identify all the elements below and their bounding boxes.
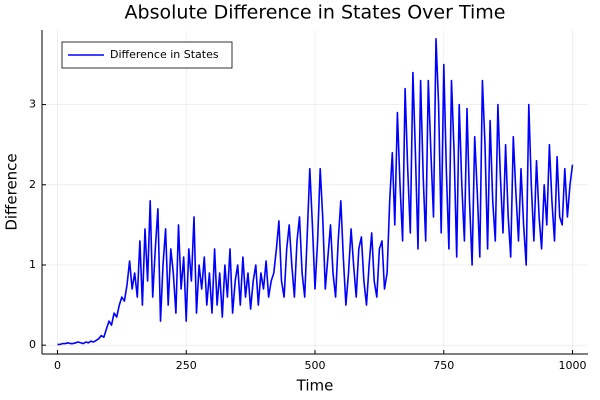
y-tick-label: 1	[29, 258, 36, 271]
y-tick-label: 0	[29, 338, 36, 351]
y-tick-label: 2	[29, 178, 36, 191]
x-tick-label: 0	[54, 359, 61, 372]
y-tick-label: 3	[29, 98, 36, 111]
x-tick-label: 250	[176, 359, 197, 372]
data-line	[57, 38, 574, 346]
x-axis-label: Time	[296, 377, 334, 395]
chart-title: Absolute Difference in States Over Time	[125, 2, 506, 24]
x-tick-label: 750	[433, 359, 454, 372]
x-tick-label: 1000	[559, 359, 587, 372]
x-tick-label: 500	[305, 359, 326, 372]
legend-label: Difference in States	[110, 48, 219, 61]
y-axis-label: Difference	[3, 153, 21, 230]
